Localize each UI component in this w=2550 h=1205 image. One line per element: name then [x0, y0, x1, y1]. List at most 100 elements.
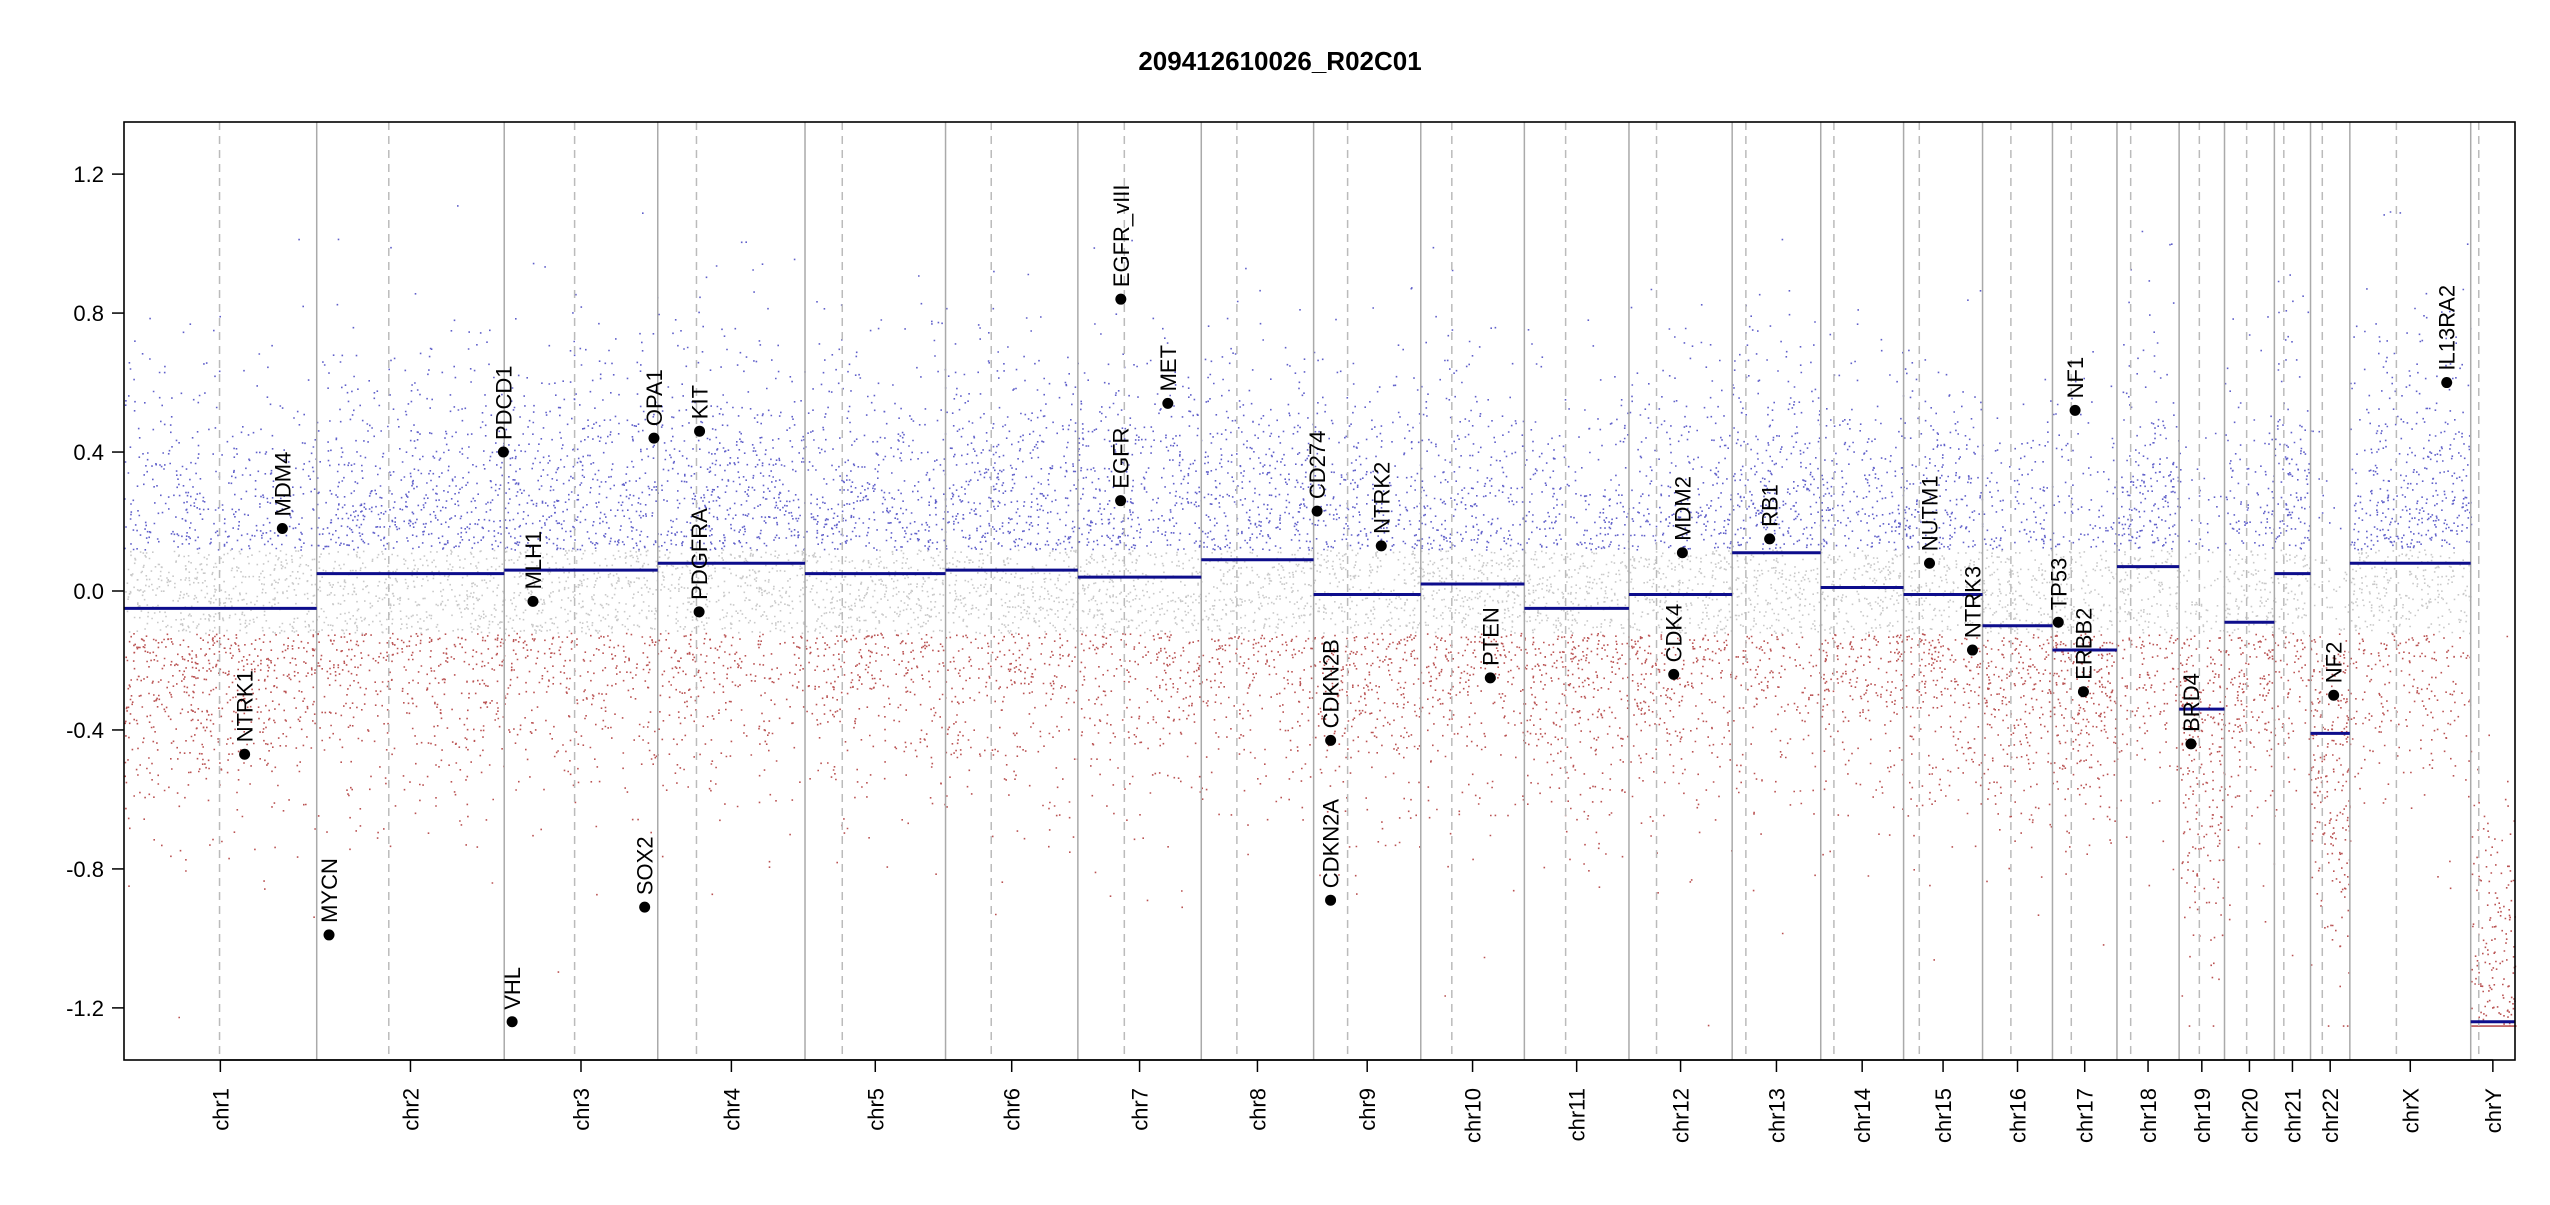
gene-marker-met: [1162, 397, 1174, 409]
y-tick-label: -1.2: [66, 996, 104, 1021]
gene-label-mdm4: MDM4: [270, 452, 295, 517]
gene-label-egfr: EGFR: [1109, 428, 1134, 489]
x-tick-label-chr2: chr2: [398, 1088, 423, 1131]
x-tick-label-chr1: chr1: [208, 1088, 233, 1131]
gene-label-tp53: TP53: [2046, 558, 2071, 611]
probe-points-neutral-chr4: [658, 549, 807, 635]
gene-label-ntrk2: NTRK2: [1369, 462, 1394, 534]
gene-label-nutm1: NUTM1: [1918, 475, 1943, 551]
y-tick-label: 0.0: [73, 579, 104, 604]
gene-marker-sox2: [639, 901, 651, 913]
probe-points-neutral-chr15: [1903, 551, 1984, 635]
x-tick-label-chr19: chr19: [2190, 1088, 2215, 1143]
probe-points-gain-chr9: [1313, 287, 1422, 551]
probe-points-neutral-chr12: [1629, 550, 1734, 634]
gene-markers: NTRK1 MDM4 MYCN PDCD1 VHL MLH1 SOX2 OPA1 KIT PDGF…: [233, 184, 2460, 1028]
y-tick-label: -0.4: [66, 718, 104, 743]
x-tick-label-chr3: chr3: [569, 1088, 594, 1131]
gene-label-cd274: CD274: [1305, 431, 1330, 499]
gene-marker-cdkn2b: [1325, 734, 1337, 746]
gene-marker-cdk4: [1668, 668, 1680, 680]
probe-points-loss-chr11: [1524, 633, 1631, 888]
gene-label-mycn: MYCN: [317, 858, 342, 923]
gene-label-nf2: NF2: [2322, 642, 2347, 684]
probe-points-gain-chr5: [806, 275, 948, 551]
probe-points-neutral-chr5: [805, 549, 946, 635]
gene-marker-il13ra2: [2441, 377, 2453, 389]
probe-points: [124, 205, 2517, 1027]
probe-points-loss-chr15: [1905, 633, 1984, 961]
y-axis: -1.2 -0.8 -0.4 0.0 0.4 0.8 1.2: [66, 162, 124, 1021]
probe-points-loss-chr4: [658, 632, 807, 896]
probe-points-gain-chr3: [504, 212, 660, 551]
probe-points-loss-chr16: [1983, 634, 2054, 916]
probe-points-loss-chr1: [124, 633, 318, 1019]
probe-points-neutral-chr22: [2313, 559, 2351, 631]
probe-points-neutral-chr8: [1201, 549, 1315, 635]
gene-label-egfr_viii: EGFR_vIII: [1109, 184, 1134, 287]
probe-points-loss-chr12: [1630, 633, 1733, 1027]
gene-marker-pdgfra: [693, 606, 705, 618]
gene-label-nf1: NF1: [2063, 357, 2088, 399]
gene-label-cdkn2b: CDKN2B: [1319, 639, 1344, 728]
probe-points-gain-chrX: [2350, 211, 2473, 551]
x-tick-label-chr5: chr5: [863, 1088, 888, 1131]
gene-marker-vhl: [506, 1016, 518, 1028]
gene-marker-nutm1: [1924, 557, 1936, 569]
probe-points-loss-chr5: [805, 632, 948, 875]
probe-points-gain-chr18: [2118, 230, 2180, 551]
probe-points-gain-chr4: [657, 241, 807, 551]
x-tick-label-chrX: chrX: [2398, 1088, 2423, 1134]
gene-label-mdm2: MDM2: [1670, 476, 1695, 541]
probe-points-neutral-chr11: [1524, 550, 1630, 635]
chart-title: 209412610026_R02C01: [1138, 46, 1421, 76]
gene-marker-erbb2: [2077, 686, 2089, 698]
gene-marker-mlh1: [527, 595, 539, 607]
probe-points-neutral-chr10: [1420, 550, 1526, 634]
gene-marker-ntrk2: [1375, 540, 1387, 552]
probe-points-loss-chr18: [2117, 634, 2181, 887]
gene-label-met: MET: [1156, 345, 1181, 391]
probe-points-loss-chr3: [504, 632, 660, 973]
probe-points-gain-chr2: [316, 205, 506, 551]
gene-marker-egfr: [1115, 495, 1127, 507]
probe-points-neutral-chr21: [2274, 549, 2312, 635]
gene-label-pten: PTEN: [1478, 607, 1503, 666]
gene-label-kit: KIT: [688, 385, 713, 419]
probe-points-neutral-chr16: [1982, 549, 2054, 635]
gene-marker-mycn: [323, 929, 335, 941]
probe-points-loss-chr10: [1421, 632, 1526, 997]
y-tick-label: 0.4: [73, 440, 104, 465]
probe-points-loss-chr7: [1079, 632, 1203, 909]
x-tick-label-chr9: chr9: [1355, 1088, 1380, 1131]
probe-points-gain-chr21: [2274, 274, 2312, 550]
gene-marker-nf2: [2328, 689, 2340, 701]
gene-marker-cdkn2a: [1325, 894, 1337, 906]
probe-points-gain-chr15: [1903, 290, 1984, 550]
x-tick-label-chr15: chr15: [1931, 1088, 1956, 1143]
x-tick-label-chr7: chr7: [1128, 1088, 1153, 1131]
gene-marker-egfr_viii: [1115, 293, 1127, 305]
y-tick-label: -0.8: [66, 857, 104, 882]
x-tick-label-chr17: chr17: [2073, 1088, 2098, 1143]
probe-points-loss-chrY: [2471, 635, 2517, 1027]
probe-points-loss-chr21: [2274, 633, 2312, 957]
probe-points-gain-chr10: [1420, 246, 1526, 551]
gene-marker-kit: [694, 425, 706, 437]
probe-points-neutral-chr17: [2053, 550, 2119, 634]
gene-marker-ntrk1: [239, 748, 251, 760]
x-tick-label-chr21: chr21: [2280, 1088, 2305, 1143]
x-tick-label-chr12: chr12: [1669, 1088, 1694, 1143]
chromosome-boundaries: [315, 122, 2472, 1060]
centromere-lines: [218, 122, 2480, 1060]
segment-lines: [124, 551, 2515, 1024]
gene-label-sox2: SOX2: [633, 836, 658, 895]
probe-points-neutral-chr7: [1079, 550, 1203, 634]
probe-points-gain-chr22: [2312, 430, 2342, 530]
gene-marker-tp53: [2052, 616, 2064, 628]
probe-points-neutral-chr19: [2179, 550, 2226, 633]
x-tick-label-chr18: chr18: [2136, 1088, 2161, 1143]
x-tick-label-chr20: chr20: [2237, 1088, 2262, 1143]
